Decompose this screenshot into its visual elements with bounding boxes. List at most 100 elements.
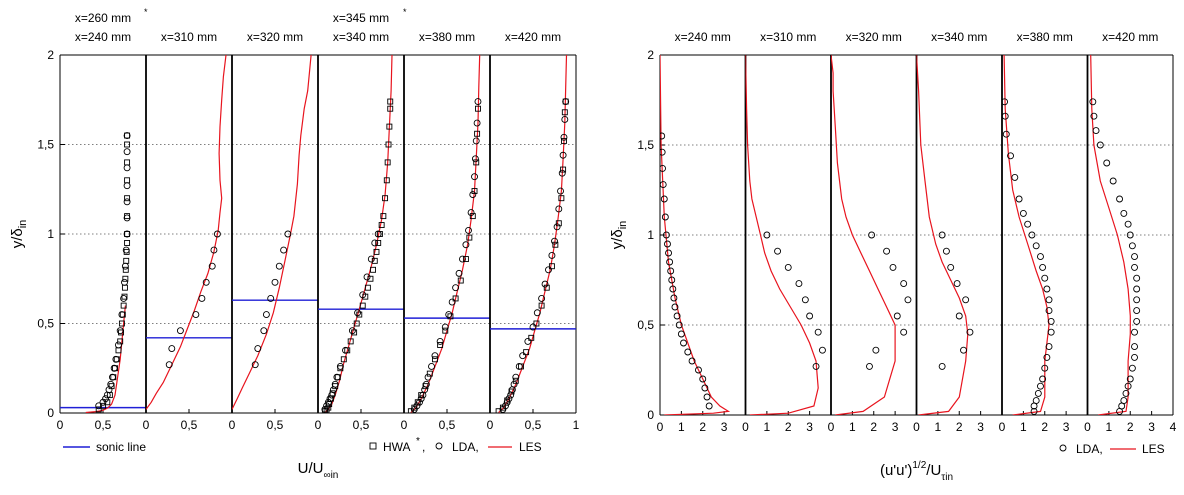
lda-point: [1043, 353, 1051, 361]
lda-point: [660, 132, 666, 140]
hwa-point: [124, 159, 131, 166]
lda-point: [474, 98, 482, 105]
y-axis-label-sub: in: [617, 221, 629, 230]
hwa-point: [383, 177, 390, 184]
y-axis-label: y/δin: [609, 221, 629, 250]
y-tick-label: 1: [47, 227, 54, 241]
hwa-point: [466, 234, 473, 241]
x-tick-label: 2: [870, 420, 877, 434]
lda-point: [473, 119, 481, 127]
hwa-point: [121, 293, 128, 300]
hwa-point: [558, 195, 565, 202]
lda-point: [962, 296, 970, 304]
lda-point: [505, 395, 513, 403]
lda-point: [559, 151, 567, 159]
x-tick-label: 0: [401, 418, 408, 432]
y-tick-label: 0,5: [637, 318, 654, 332]
y-tick-label: 2: [647, 48, 654, 62]
les-line: [85, 305, 126, 413]
lda-point: [665, 249, 672, 257]
x-tick-label: 1: [849, 420, 856, 434]
lda-point: [95, 402, 103, 410]
top-label-x260: x=260 mm: [75, 11, 131, 25]
lda-point: [661, 213, 669, 221]
lda-point: [1089, 98, 1097, 106]
lda-point: [448, 298, 456, 306]
lda-point: [192, 311, 200, 318]
lda-point: [359, 291, 367, 299]
panel-title: x=310 mm: [161, 30, 217, 44]
panel-title: x=320 mm: [846, 30, 902, 44]
hwa-point: [124, 132, 131, 139]
lda-point: [1045, 307, 1053, 315]
lda-point: [424, 373, 432, 381]
lda-point: [938, 231, 946, 239]
lda-point: [705, 402, 713, 410]
panel-data: [490, 55, 576, 413]
lda-point: [668, 276, 676, 284]
lda-point: [333, 373, 341, 381]
legend-hwa-star: *: [416, 436, 420, 447]
lda-point: [660, 148, 666, 156]
lda-point: [465, 226, 472, 234]
lda-point: [533, 309, 541, 317]
lda-point: [417, 395, 425, 403]
lda-point: [165, 361, 173, 369]
les-line: [831, 55, 896, 415]
hwa-point: [562, 98, 569, 105]
x-axis-label: (u'u')1/2/Uτin: [880, 460, 953, 483]
lda-point: [254, 345, 262, 353]
lda-point: [1131, 328, 1138, 336]
panel-2: x=310 mm 0 0,5: [143, 30, 232, 432]
hwa-point: [471, 188, 478, 194]
lda-point: [1133, 307, 1141, 315]
panel-5: x=380 mm 0 0,5: [401, 30, 490, 432]
lda-point: [1002, 98, 1009, 106]
x-tick-label: 2: [1041, 420, 1048, 434]
lda-point: [1037, 253, 1044, 261]
lda-point: [455, 269, 463, 277]
x-tick-label: 0,5: [439, 418, 456, 432]
les-line: [1003, 55, 1050, 415]
les-line: [232, 55, 312, 410]
hwa-point: [387, 105, 394, 112]
lda-point: [123, 164, 131, 172]
y-tick-label: 1: [647, 228, 654, 242]
lda-point: [123, 214, 131, 222]
lda-point: [1120, 397, 1128, 405]
lda-point: [553, 223, 561, 231]
panel-data: [916, 55, 974, 415]
lda-point: [331, 380, 339, 388]
hwa-point: [120, 302, 127, 309]
x-tick-label: 3: [977, 420, 984, 434]
lda-point: [1011, 173, 1019, 181]
x-tick-label: 1: [764, 420, 771, 434]
lda-point: [557, 187, 564, 195]
x-tick-label: 3: [721, 420, 728, 434]
panel-data: [318, 55, 404, 413]
x-tick-label: 4: [1170, 420, 1177, 434]
hwa-point: [124, 239, 131, 246]
lda-point: [1126, 231, 1134, 239]
x-tick-label: 0: [742, 420, 749, 434]
lda-point: [445, 311, 453, 318]
hwa-point: [351, 329, 358, 336]
lda-point: [1041, 274, 1049, 282]
lda-point: [562, 98, 570, 105]
lda-point: [198, 294, 206, 302]
y-axis-label-main: y/δ: [9, 228, 26, 248]
panel-title: x=340 mm: [931, 30, 987, 44]
lda-point: [367, 255, 375, 263]
lda-point: [1032, 397, 1040, 405]
lda-point: [452, 284, 460, 292]
hwa-point: [385, 141, 392, 148]
lda-point: [893, 312, 901, 320]
lda-point: [1124, 382, 1132, 390]
lda-point: [938, 362, 946, 370]
lda-point: [1028, 231, 1036, 239]
hwa-point: [382, 195, 389, 202]
hwa-point: [462, 256, 469, 263]
lda-point: [947, 263, 955, 271]
lda-point: [123, 182, 131, 190]
hwa-point: [457, 277, 464, 284]
